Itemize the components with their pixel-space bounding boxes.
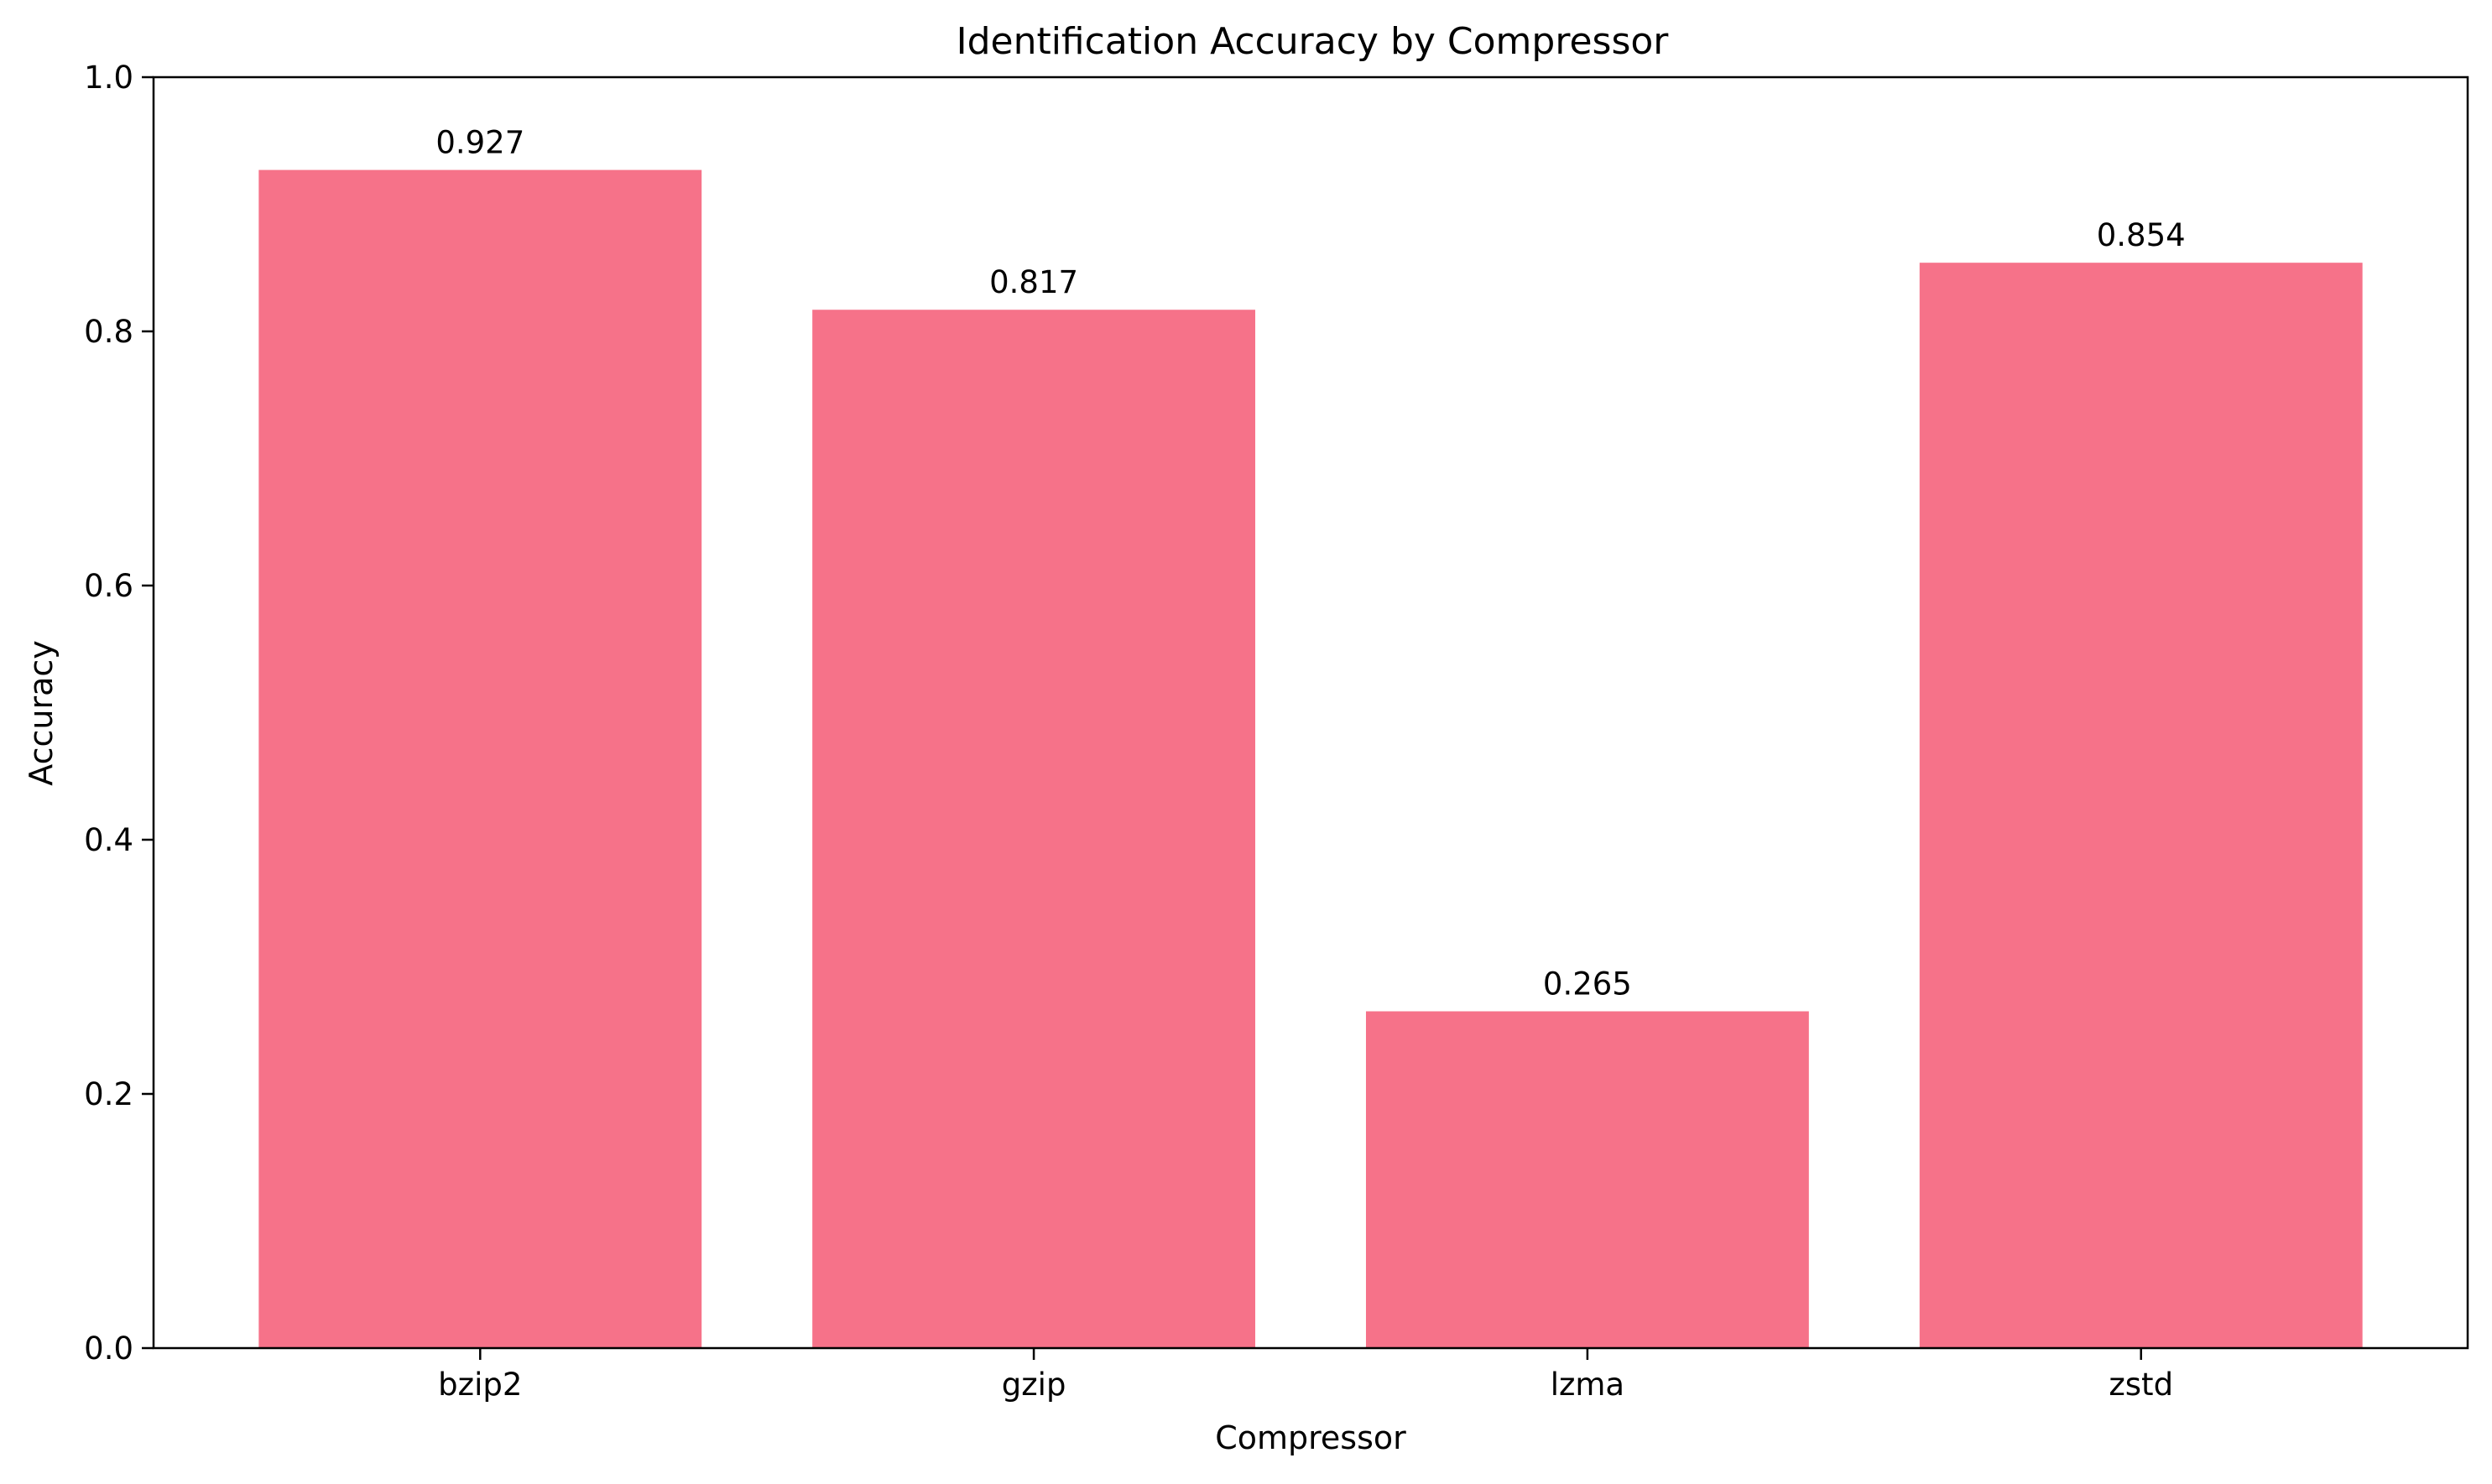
bar-lzma	[1365, 1011, 1809, 1348]
data-label-bzip2: 0.927	[435, 125, 524, 161]
x-tick-label-gzip: gzip	[1002, 1367, 1066, 1403]
y-axis-label: Accuracy	[23, 640, 60, 786]
bars-group	[258, 169, 2363, 1349]
bar-zstd	[1919, 263, 2363, 1349]
data-label-zstd: 0.854	[2097, 217, 2186, 253]
x-tick-label-bzip2: bzip2	[438, 1367, 522, 1403]
data-label-gzip: 0.817	[989, 264, 1078, 300]
y-tick-label-0.4: 0.4	[84, 822, 133, 858]
x-tick-label-lzma: lzma	[1551, 1367, 1624, 1403]
y-tick-label-1.0: 1.0	[84, 60, 133, 96]
chart-title: Identification Accuracy by Compressor	[957, 20, 1670, 63]
y-tick-label-0.6: 0.6	[84, 568, 133, 604]
x-axis-label: Compressor	[1215, 1419, 1406, 1456]
y-axis: 0.0 0.2 0.4 0.6 0.8 1.0	[84, 60, 154, 1367]
x-tick-label-zstd: zstd	[2109, 1367, 2173, 1403]
bar-bzip2	[258, 169, 702, 1349]
x-axis: bzip2 gzip lzma zstd	[438, 1348, 2173, 1403]
data-labels-group: 0.927 0.817 0.265 0.854	[435, 125, 2185, 1002]
bar-gzip	[812, 310, 1256, 1348]
y-tick-label-0.2: 0.2	[84, 1076, 133, 1112]
y-tick-label-0.0: 0.0	[84, 1330, 133, 1367]
y-tick-label-0.8: 0.8	[84, 314, 133, 350]
data-label-lzma: 0.265	[1543, 966, 1632, 1002]
plot-frame	[152, 76, 2469, 1350]
